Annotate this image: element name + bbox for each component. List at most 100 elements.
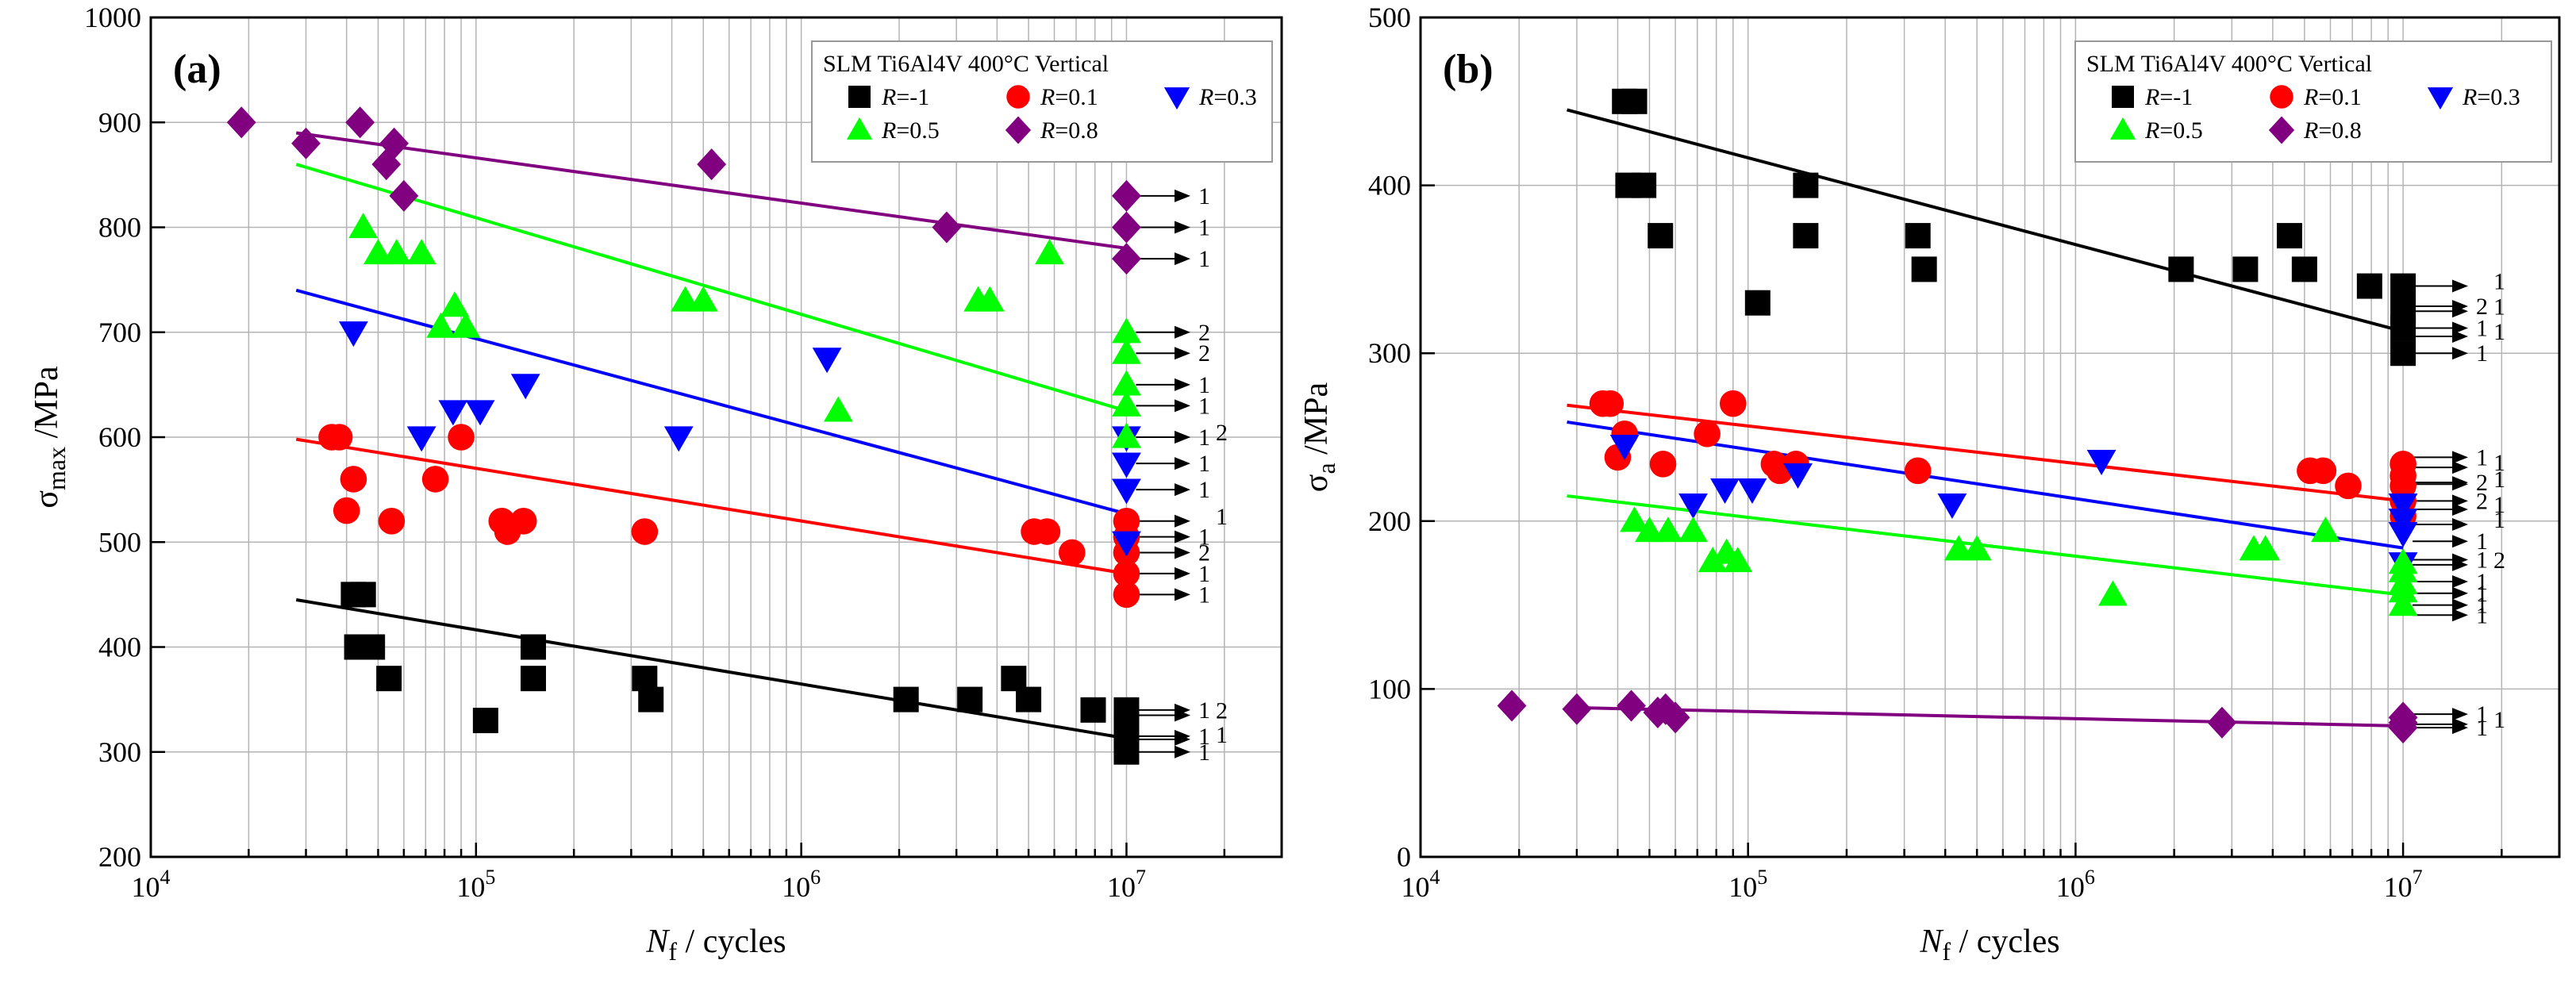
data-point	[1080, 697, 1106, 723]
data-point	[1033, 518, 1061, 545]
data-point	[1793, 172, 1819, 198]
runout-count: 1	[1198, 393, 1210, 419]
data-point	[893, 686, 919, 712]
runout-arrow-head	[2452, 598, 2468, 612]
runout-arrow-head	[1175, 378, 1190, 391]
fit-line-R=0.5	[1567, 494, 2404, 597]
data-point	[638, 686, 664, 712]
y-axis-label: σa /MPa	[1298, 382, 1340, 492]
fit-line-R=0.3	[295, 288, 1127, 516]
data-point	[389, 179, 419, 212]
legend-entry-R=0.8: R=0.8	[2303, 117, 2362, 144]
fit-line-R=0.8	[1567, 705, 2404, 728]
data-point	[2291, 256, 2317, 282]
data-point	[350, 582, 376, 608]
runout-arrow-head	[2452, 305, 2468, 318]
panel-label: (b)	[1443, 47, 1494, 92]
legend-entry-R=0.1: R=0.1	[1040, 84, 1098, 110]
legend: SLM Ti6Al4V 400°C Vertical R=-1 R=0.1 R=0.3…	[2074, 40, 2552, 163]
runout-count: 1	[2493, 507, 2505, 533]
data-point	[378, 508, 406, 535]
data-point	[1678, 494, 1708, 520]
runout-count: 1	[2476, 581, 2488, 607]
x-tick-label: 105	[456, 866, 495, 903]
data-point	[2276, 223, 2302, 249]
runout-point	[2388, 522, 2418, 548]
runout-arrow-head	[2452, 609, 2468, 622]
runout-arrow-head	[1175, 431, 1190, 444]
runout-arrow-head	[2452, 535, 2468, 548]
series-R=0.1	[318, 424, 1140, 609]
series-R=-1	[1612, 88, 2416, 367]
data-point	[363, 239, 393, 265]
runout-count: 1	[2476, 569, 2488, 595]
data-point	[1059, 539, 1086, 566]
y-tick-label: 700	[98, 317, 141, 348]
data-point	[1911, 256, 1937, 282]
y-tick-label: 400	[98, 632, 141, 663]
data-point	[2232, 256, 2259, 282]
runout-count: 2	[2476, 488, 2488, 514]
data-point	[333, 497, 360, 524]
runout-count: 1	[1216, 722, 1228, 748]
data-point	[2207, 706, 2237, 739]
runout-point	[1113, 581, 1140, 609]
runout-count: 1	[2493, 492, 2505, 518]
legend-marker-R=0.3	[2427, 87, 2454, 110]
data-point	[520, 634, 546, 660]
fit-line-R=0.8	[295, 131, 1127, 250]
series-R=0.8	[226, 106, 1141, 275]
x-tick-label: 104	[132, 866, 171, 903]
runout-count: 1	[1198, 724, 1210, 750]
runout-point	[1112, 211, 1141, 244]
runout-point	[1112, 179, 1141, 212]
legend-title: SLM Ti6Al4V 400°C Vertical	[2086, 51, 2372, 77]
legend-title: SLM Ti6Al4V 400°C Vertical	[823, 51, 1109, 77]
runout-count: 1	[1198, 451, 1210, 477]
chart-panel-a: 200 300 400 500 600 700 800 900 1000 104 105 106 107…	[29, 2, 1283, 966]
data-point	[379, 127, 409, 159]
runout-arrow-head	[1175, 546, 1190, 559]
runout-count: 2	[1198, 540, 1210, 566]
runout-arrow-head	[1175, 732, 1190, 746]
runout-count: 1	[2476, 315, 2488, 341]
data-point	[1562, 693, 1592, 725]
runout-arrow-head	[1175, 325, 1190, 339]
data-point	[1621, 88, 1647, 114]
runout-point	[1112, 338, 1141, 364]
runout-count: 1	[1198, 477, 1210, 503]
data-point	[509, 508, 537, 535]
data-point	[1609, 434, 1640, 460]
runout-arrow-head	[1175, 347, 1190, 360]
y-tick-label: 200	[98, 841, 141, 873]
y-tick-label: 600	[98, 421, 141, 453]
data-point	[2168, 256, 2194, 282]
y-tick-label: 300	[98, 736, 141, 768]
runout-arrow-head	[1175, 252, 1190, 266]
legend: SLM Ti6Al4V 400°C Vertical R=-1 R=0.1 R=0.3…	[811, 40, 1273, 163]
data-point	[1962, 535, 1992, 561]
runout-arrow-head	[1175, 745, 1190, 758]
data-point	[1597, 390, 1624, 417]
runout-arrow-head	[1175, 399, 1190, 413]
runout-arrow-head	[2452, 721, 2468, 735]
runout-arrow-head	[2452, 558, 2468, 571]
runout-count: 1	[2493, 467, 2505, 493]
data-point	[975, 286, 1005, 312]
runout-arrow-head	[2452, 451, 2468, 464]
x-tick-label: 106	[2056, 866, 2095, 903]
legend-marker-R=0.5	[846, 117, 873, 140]
runout-point	[1112, 390, 1141, 417]
data-point	[1678, 517, 1708, 543]
fit-line-R=-1	[1567, 108, 2404, 333]
runout-count: 1	[2493, 450, 2505, 476]
data-point	[1710, 478, 1740, 504]
runout-point	[1113, 739, 1140, 765]
runout-count: 1	[2493, 707, 2505, 733]
runout-point	[1112, 317, 1141, 344]
runout-arrow-head	[2452, 518, 2468, 532]
fit-line-R=-1	[295, 598, 1127, 740]
legend-entry-R=-1: R=-1	[881, 84, 929, 110]
